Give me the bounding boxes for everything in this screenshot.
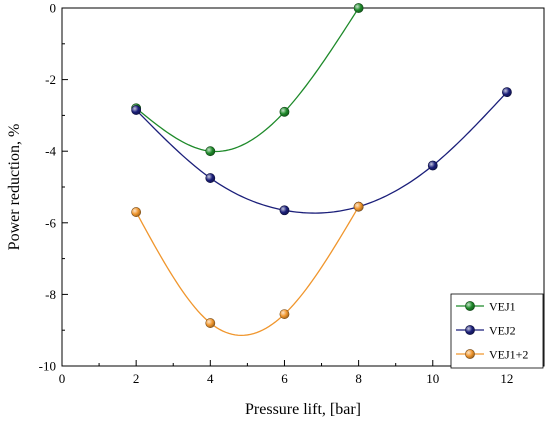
x-tick-label: 10 <box>426 371 439 386</box>
series-line-vej2 <box>135 91 508 214</box>
data-point <box>279 205 290 216</box>
data-point <box>502 87 512 98</box>
y-tick-label: -4 <box>45 144 56 159</box>
legend-swatch-marker <box>465 325 475 335</box>
series-points <box>131 3 512 328</box>
data-point <box>205 318 216 328</box>
series-lines <box>135 7 508 337</box>
x-tick-label: 4 <box>207 371 214 386</box>
data-point <box>205 146 216 157</box>
data-point <box>353 201 364 212</box>
x-axis-title: Pressure lift, [bar] <box>245 401 361 418</box>
data-point <box>279 309 290 319</box>
x-tick-label: 0 <box>59 371 66 386</box>
legend: VEJ1 VEJ2 VEJ1+2 <box>450 293 544 369</box>
series-line-vej1-2 <box>135 206 360 337</box>
x-tick-label: 8 <box>355 371 362 386</box>
y-tick-label: -8 <box>45 287 56 302</box>
legend-label: VEJ1 <box>489 300 516 314</box>
axis-tick-labels: 0 2 4 6 8 10 12 0 -2 -4 -6 -8 -10 <box>39 1 514 387</box>
legend-swatch-marker <box>465 349 475 359</box>
y-tick-label: -6 <box>45 215 56 230</box>
data-point <box>427 160 438 171</box>
series-line-vej1 <box>135 7 360 153</box>
data-point <box>131 207 142 217</box>
data-point <box>279 106 290 117</box>
y-tick-label: -2 <box>45 72 56 87</box>
legend-label: VEJ2 <box>489 324 516 338</box>
data-point <box>353 3 364 13</box>
data-point <box>205 173 216 183</box>
y-axis-title: Power reduction, % <box>6 124 23 251</box>
y-tick-label: -10 <box>39 359 56 374</box>
y-tick-label: 0 <box>50 1 57 16</box>
data-point <box>131 105 142 115</box>
x-tick-label: 6 <box>281 371 288 386</box>
x-tick-label: 2 <box>133 371 140 386</box>
x-tick-label: 12 <box>500 371 513 386</box>
legend-swatch-marker <box>465 301 475 311</box>
legend-label: VEJ1+2 <box>489 348 528 362</box>
